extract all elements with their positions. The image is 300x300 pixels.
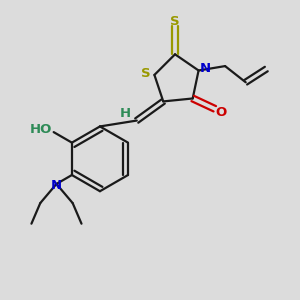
Text: S: S	[141, 67, 151, 80]
Text: HO: HO	[30, 123, 52, 136]
Text: N: N	[200, 61, 211, 75]
Text: N: N	[50, 179, 62, 192]
Text: O: O	[216, 106, 227, 119]
Text: S: S	[169, 14, 179, 28]
Text: H: H	[120, 107, 131, 120]
